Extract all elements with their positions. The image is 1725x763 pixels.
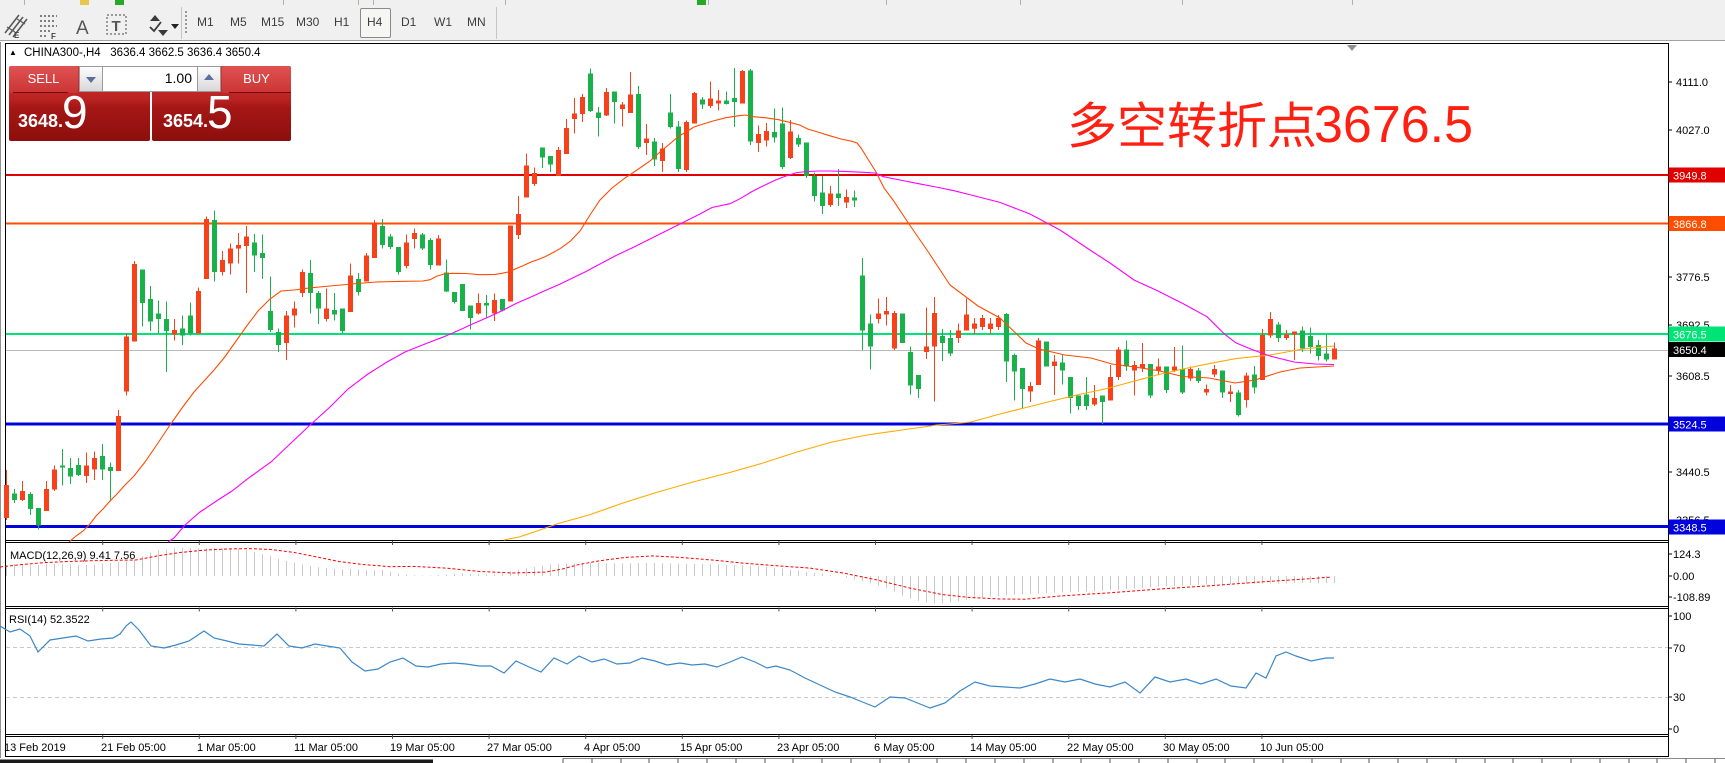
svg-text:100: 100 [1673,611,1691,623]
svg-text:11 Mar 05:00: 11 Mar 05:00 [294,742,358,754]
svg-text:3776.5: 3776.5 [1676,272,1710,284]
svg-text:MACD(12,26,9) 9.41 7.56: MACD(12,26,9) 9.41 7.56 [10,550,135,562]
svg-text:10 Jun 05:00: 10 Jun 05:00 [1260,742,1324,754]
svg-text:3524.5: 3524.5 [1673,420,1707,432]
svg-text:E: E [14,31,20,40]
svg-text:RSI(14) 52.3522: RSI(14) 52.3522 [9,614,90,626]
svg-text:3676.5: 3676.5 [1673,330,1707,342]
svg-text:13 Feb 2019: 13 Feb 2019 [4,742,66,754]
svg-text:21 Feb 05:00: 21 Feb 05:00 [101,742,166,754]
svg-text:15 Apr 05:00: 15 Apr 05:00 [680,742,742,754]
svg-text:0.00: 0.00 [1673,571,1694,583]
svg-text:6 May 05:00: 6 May 05:00 [874,742,935,754]
svg-text:A: A [76,18,89,39]
svg-text:3348.5: 3348.5 [1673,523,1707,535]
svg-text:27 Mar 05:00: 27 Mar 05:00 [487,742,552,754]
svg-text:1 Mar 05:00: 1 Mar 05:00 [197,742,256,754]
svg-text:3866.8: 3866.8 [1673,219,1707,231]
svg-text:19 Mar 05:00: 19 Mar 05:00 [390,742,455,754]
svg-text:70: 70 [1673,643,1685,655]
svg-text:4027.0: 4027.0 [1676,125,1710,137]
svg-text:F: F [51,32,56,41]
svg-text:23 Apr 05:00: 23 Apr 05:00 [777,742,839,754]
svg-text:3676.5: 3676.5 [1314,96,1473,154]
svg-text:22 May 05:00: 22 May 05:00 [1067,742,1134,754]
svg-text:3608.5: 3608.5 [1676,371,1710,383]
svg-text:3440.5: 3440.5 [1676,467,1710,479]
svg-text:-108.89: -108.89 [1673,592,1710,604]
svg-text:0: 0 [1673,724,1679,736]
svg-text:3650.4: 3650.4 [1673,345,1707,357]
svg-text:14 May 05:00: 14 May 05:00 [970,742,1037,754]
svg-text:T: T [112,18,121,35]
svg-text:30 May 05:00: 30 May 05:00 [1163,742,1230,754]
svg-text:3949.8: 3949.8 [1673,171,1707,183]
svg-text:4 Apr 05:00: 4 Apr 05:00 [584,742,640,754]
svg-text:30: 30 [1673,692,1685,704]
svg-text:124.3: 124.3 [1673,549,1701,561]
svg-text:4111.0: 4111.0 [1676,77,1708,89]
